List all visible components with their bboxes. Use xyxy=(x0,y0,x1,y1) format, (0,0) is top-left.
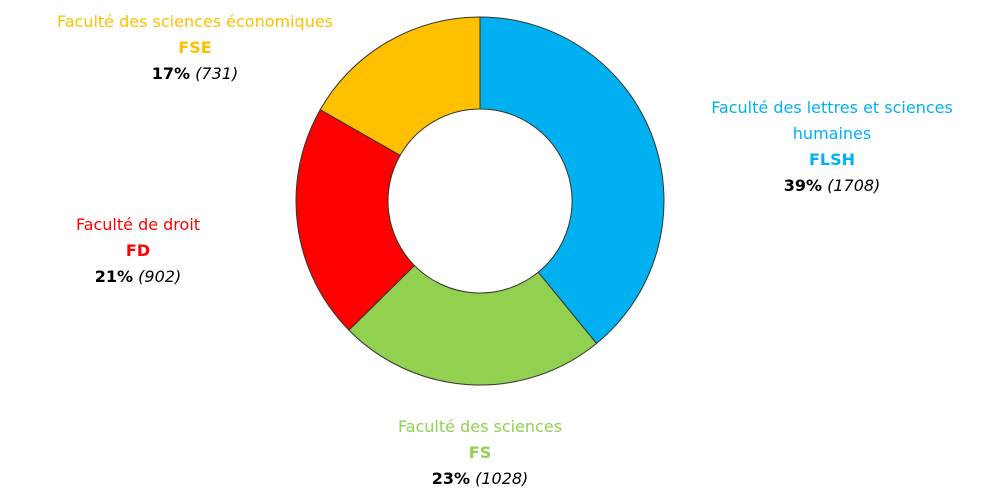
pct-label: 39% xyxy=(783,176,822,195)
cnt-label: (1028) xyxy=(475,469,529,488)
cnt-label: (1708) xyxy=(827,176,881,195)
code-label: FSE xyxy=(178,38,212,57)
pct-label: 21% xyxy=(94,267,134,286)
pct-label: 23% xyxy=(431,469,470,488)
name-label: Faculté des sciences économiques xyxy=(56,12,334,31)
slice-label: Faculté des lettres et sciences humaines… xyxy=(672,95,992,199)
code-label: FD xyxy=(125,241,151,260)
donut-slice xyxy=(319,16,481,157)
code-label: FS xyxy=(468,443,492,462)
donut-slice xyxy=(479,16,665,345)
pct-label: 17% xyxy=(151,64,191,83)
code-label: FLSH xyxy=(808,150,856,169)
donut-slice xyxy=(295,108,416,331)
name-label: Faculté de droit xyxy=(75,215,201,234)
slice-label: Faculté des sciences économiques FSE 17% (… xyxy=(5,9,385,87)
cnt-label: (902) xyxy=(138,267,182,286)
name-label: Faculté des lettres et sciences humaines xyxy=(711,98,953,143)
donut-slice xyxy=(348,264,598,386)
slice-label: Faculté de droit FD 21% (902) xyxy=(8,212,268,290)
slice-label: Faculté des sciences FS 23% (1028) xyxy=(330,414,630,488)
name-label: Faculté des sciences xyxy=(397,417,563,436)
cnt-label: (731) xyxy=(195,64,239,83)
